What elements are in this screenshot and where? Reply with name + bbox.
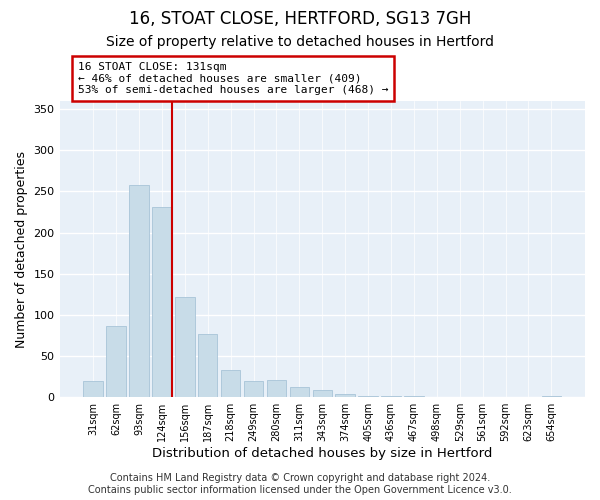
X-axis label: Distribution of detached houses by size in Hertford: Distribution of detached houses by size … — [152, 447, 493, 460]
Bar — [290, 388, 309, 397]
Bar — [542, 396, 561, 397]
Text: Size of property relative to detached houses in Hertford: Size of property relative to detached ho… — [106, 35, 494, 49]
Text: Contains HM Land Registry data © Crown copyright and database right 2024.
Contai: Contains HM Land Registry data © Crown c… — [88, 474, 512, 495]
Bar — [313, 390, 332, 397]
Text: 16 STOAT CLOSE: 131sqm
← 46% of detached houses are smaller (409)
53% of semi-de: 16 STOAT CLOSE: 131sqm ← 46% of detached… — [78, 62, 388, 95]
Text: 16, STOAT CLOSE, HERTFORD, SG13 7GH: 16, STOAT CLOSE, HERTFORD, SG13 7GH — [129, 10, 471, 28]
Bar — [221, 370, 241, 397]
Bar — [404, 396, 424, 397]
Bar — [198, 334, 217, 397]
Bar — [152, 207, 172, 397]
Bar — [335, 394, 355, 397]
Bar — [381, 396, 401, 397]
Bar — [106, 326, 126, 397]
Bar — [129, 185, 149, 397]
Bar — [175, 297, 194, 397]
Bar — [83, 380, 103, 397]
Bar — [244, 380, 263, 397]
Bar — [358, 396, 378, 397]
Bar — [267, 380, 286, 397]
Y-axis label: Number of detached properties: Number of detached properties — [15, 150, 28, 348]
